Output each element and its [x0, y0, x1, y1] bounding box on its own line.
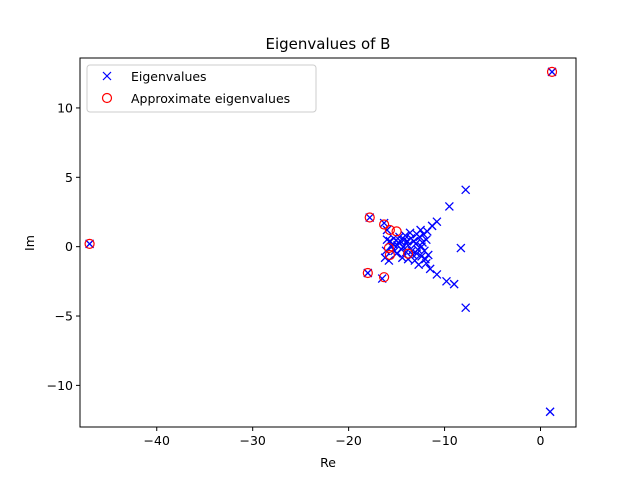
- y-axis-label: Im: [22, 235, 37, 251]
- eigenvalue-point: [449, 279, 459, 289]
- eigenvalue-point: [547, 67, 557, 77]
- eigenvalue-point: [390, 246, 400, 256]
- legend-label-eigenvalues: Eigenvalues: [131, 69, 207, 84]
- eigenvalue-point: [412, 249, 422, 259]
- legend-marker-eigenvalues-icon: [102, 71, 112, 81]
- legend-marker-approximate-icon: [101, 92, 113, 104]
- eigenvalue-point: [421, 235, 431, 245]
- eigenvalue-point: [395, 236, 405, 246]
- approximate-eigenvalue-point: [364, 212, 375, 223]
- y-tick-label: 0: [65, 239, 73, 254]
- eigenvalue-point: [461, 303, 471, 313]
- eigenvalue-point: [421, 258, 431, 268]
- eigenvalue-point: [418, 229, 428, 239]
- eigenvalue-point: [403, 254, 413, 264]
- eigenvalue-point: [382, 225, 392, 235]
- approximate-eigenvalue-point: [379, 219, 390, 230]
- x-axis: −40 −30 −20 −10 0: [144, 427, 545, 448]
- eigenvalue-point: [410, 256, 420, 265]
- approximate-eigenvalue-point: [362, 267, 373, 279]
- approximate-eigenvalue-point: [384, 249, 395, 261]
- x-tick-label: −10: [431, 433, 457, 448]
- eigenvalue-point: [422, 226, 432, 236]
- approximate-eigenvalue-point: [84, 238, 95, 249]
- x-tick-label: −40: [144, 433, 170, 448]
- eigenvalue-point: [444, 201, 454, 211]
- y-tick-label: −5: [55, 309, 73, 324]
- y-tick-label: 5: [65, 170, 73, 185]
- eigenvalue-point: [397, 253, 407, 263]
- eigenvalue-point: [409, 236, 419, 246]
- plot-area: [79, 57, 577, 428]
- x-tick-label: −30: [239, 433, 265, 448]
- eigenvalue-point: [405, 228, 415, 238]
- eigenvalue-point: [417, 242, 426, 252]
- eigenvalue-point: [425, 264, 435, 274]
- approximate-eigenvalue-point: [391, 226, 402, 237]
- chart-title: Eigenvalues of B: [266, 35, 391, 53]
- approximate-eigenvalue-point: [403, 248, 414, 259]
- eigenvalue-point: [432, 269, 442, 279]
- legend-label-approximate: Approximate eigenvalues: [131, 91, 290, 106]
- approximate-eigenvalue-point: [546, 66, 558, 77]
- approximate-eigenvalue-point: [379, 272, 390, 283]
- eigenvalue-point: [382, 235, 392, 245]
- eigenvalue-point: [442, 276, 451, 286]
- axes-frame: [79, 57, 577, 428]
- eigenvalue-point: [365, 213, 375, 222]
- eigenvalue-point: [461, 185, 471, 195]
- approximate-eigenvalue-point: [384, 224, 395, 236]
- eigenvalue-point: [412, 229, 422, 239]
- series-approximate-eigenvalues: [84, 66, 558, 283]
- x-tick-label: 0: [537, 433, 545, 448]
- eigenvalue-point: [388, 239, 398, 249]
- approximate-eigenvalue-point: [383, 242, 395, 254]
- eigenvalue-point: [423, 250, 433, 260]
- y-tick-label: 10: [57, 100, 73, 115]
- eigenvalue-point: [456, 243, 466, 253]
- eigenvalue-point: [381, 246, 391, 256]
- x-axis-label: Re: [320, 455, 336, 470]
- eigenvalue-point: [85, 239, 95, 249]
- legend-box: [86, 64, 317, 113]
- legend: Eigenvalues Approximate eigenvalues: [86, 64, 317, 113]
- x-tick-label: −20: [335, 433, 361, 448]
- eigenvalue-point: [402, 236, 412, 246]
- y-tick-label: −10: [47, 378, 73, 393]
- eigenvalue-point: [545, 407, 555, 417]
- y-axis: −10 −5 0 5 10: [47, 100, 80, 393]
- eigenvalue-point: [417, 251, 426, 261]
- eigenvalue-point: [363, 268, 373, 278]
